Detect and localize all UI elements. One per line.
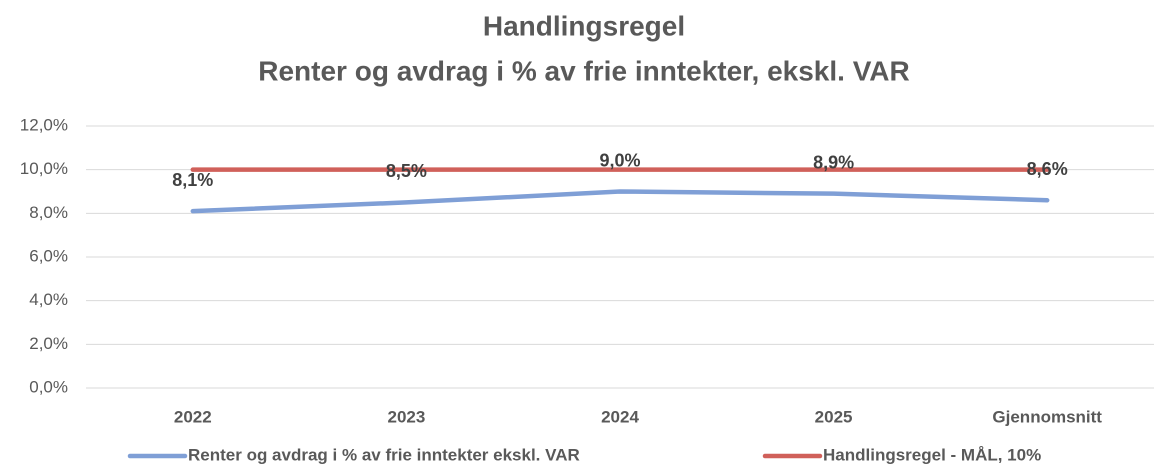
data-label: 8,5% (386, 161, 427, 181)
y-tick-label: 12,0% (20, 115, 68, 134)
x-tick-label: Gjennomsnitt (992, 407, 1102, 426)
data-label: 8,9% (813, 152, 854, 172)
chart-title: Handlingsregel (483, 10, 685, 41)
data-label: 8,6% (1027, 159, 1068, 179)
y-tick-label: 0,0% (29, 377, 68, 396)
series-line (190, 189, 1050, 214)
data-label: 9,0% (599, 150, 640, 170)
y-tick-label: 10,0% (20, 159, 68, 178)
legend-label: Handlingsregel - MÅL, 10% (823, 445, 1041, 464)
x-tick-label: 2024 (601, 407, 639, 426)
y-tick-label: 6,0% (29, 246, 68, 265)
y-tick-label: 2,0% (29, 334, 68, 353)
chart-subtitle: Renter og avdrag i % av frie inntekter, … (258, 55, 910, 86)
y-tick-label: 8,0% (29, 203, 68, 222)
data-label: 8,1% (172, 170, 213, 190)
legend-label: Renter og avdrag i % av frie inntekter e… (188, 445, 580, 464)
y-tick-label: 4,0% (29, 290, 68, 309)
x-tick-label: 2023 (387, 407, 425, 426)
x-tick-label: 2025 (815, 407, 853, 426)
x-tick-label: 2022 (174, 407, 212, 426)
